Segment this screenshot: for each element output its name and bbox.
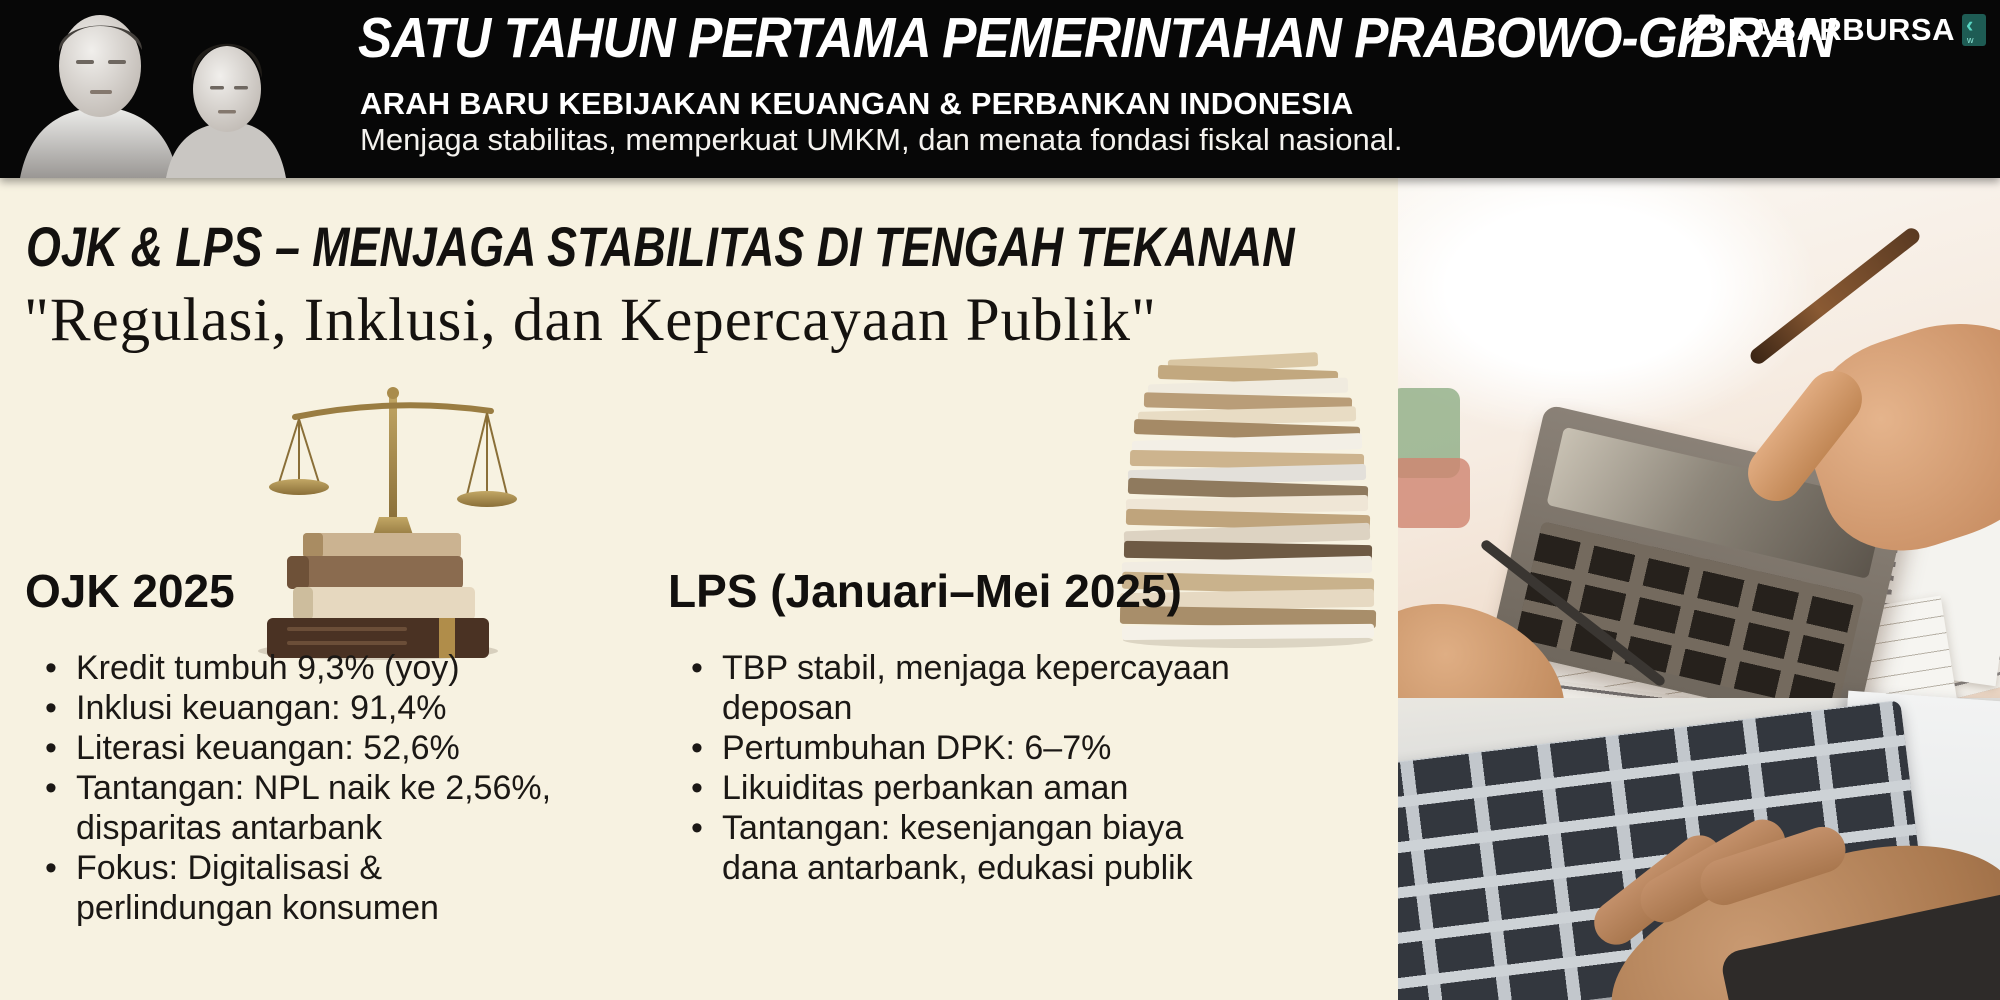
list-item: Tantangan: NPL naik ke 2,56%, disparitas… xyxy=(42,768,582,848)
ojk-bullet-list: Kredit tumbuh 9,3% (yoy) Inklusi keuanga… xyxy=(42,648,582,928)
photo-shirt-highlight xyxy=(1398,178,1818,438)
list-item: Fokus: Digitalisasi & perlindungan konsu… xyxy=(42,848,582,928)
list-item: TBP stabil, menjaga kepercayaan deposan xyxy=(688,648,1288,728)
list-item: Inklusi keuangan: 91,4% xyxy=(42,688,582,728)
list-item: Likuiditas perbankan aman xyxy=(688,768,1288,808)
section-title: OJK & LPS – MENJAGA STABILITAS DI TENGAH… xyxy=(26,215,1295,278)
accounting-photo-collage xyxy=(1398,178,2000,1000)
laptop-photo xyxy=(1398,690,2000,1000)
portraits-photo xyxy=(14,4,294,178)
column-heading-ojk: OJK 2025 xyxy=(25,565,235,617)
page-subtitle: ARAH BARU KEBIJAKAN KEUANGAN & PERBANKAN… xyxy=(360,86,1354,121)
list-item: Literasi keuangan: 52,6% xyxy=(42,728,582,768)
list-item: Tantangan: kesenjangan biaya dana antarb… xyxy=(688,808,1288,888)
header-bar: SATU TAHUN PERTAMA PEMERINTAHAN PRABOWO-… xyxy=(0,0,2000,178)
quote-line: "Regulasi, Inklusi, dan Kepercayaan Publ… xyxy=(24,287,1157,354)
brand-name: KABARBURSA xyxy=(1727,12,1955,47)
brand-mark-icon: ‹ w xyxy=(1962,12,1986,46)
lps-bullet-list: TBP stabil, menjaga kepercayaan deposan … xyxy=(688,648,1288,888)
column-heading-lps: LPS (Januari–Mei 2025) xyxy=(668,565,1182,617)
brand-logo: KABARBURSA ‹ w xyxy=(1682,12,1986,48)
list-item: Kredit tumbuh 9,3% (yoy) xyxy=(42,648,582,688)
scales-and-books-illustration xyxy=(233,383,518,663)
page-title: SATU TAHUN PERTAMA PEMERINTAHAN PRABOWO-… xyxy=(358,6,1836,70)
two-portraits-illustration xyxy=(20,15,286,178)
photo-red-object xyxy=(1398,458,1470,528)
page-tagline: Menjaga stabilitas, memperkuat UMKM, dan… xyxy=(360,122,1403,157)
growth-arrows-icon xyxy=(1682,14,1716,46)
paper-stack-illustration xyxy=(1108,348,1388,648)
list-item: Pertumbuhan DPK: 6–7% xyxy=(688,728,1288,768)
